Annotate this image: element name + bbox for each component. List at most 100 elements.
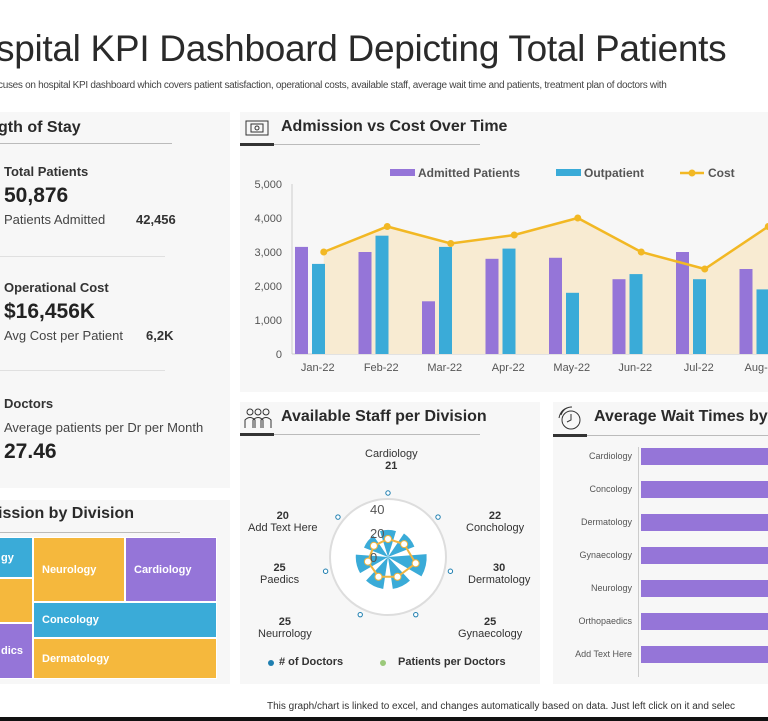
legend-patients: Patients per Doctors — [398, 656, 506, 668]
y-tick-label: 1,000 — [254, 315, 282, 327]
radar-patients-point[interactable] — [363, 557, 372, 566]
wait-category-label: Neurology — [590, 583, 632, 593]
bar-admitted[interactable] — [676, 252, 689, 354]
treemap-cell-neurology[interactable]: Neurology — [33, 537, 125, 602]
x-tick-label: Jan-22 — [301, 362, 335, 374]
treemap-cell[interactable]: dics — [0, 623, 33, 679]
bar-admitted[interactable] — [295, 246, 308, 354]
radar-category-name: Neurrology — [258, 628, 312, 640]
radar-tick-label: 40 — [370, 502, 384, 517]
bar-admitted[interactable] — [549, 257, 562, 354]
bar-outpatient[interactable] — [566, 292, 579, 354]
y-tick-label: 3,000 — [254, 247, 282, 259]
radar-axis-marker — [413, 611, 419, 618]
wait-bar[interactable] — [641, 613, 768, 630]
radar-category-value: 22 — [488, 510, 502, 522]
radar-axis-marker — [435, 514, 441, 520]
radar-axis-marker — [335, 514, 341, 520]
radar-category-name: Gynaecology — [458, 628, 523, 640]
legend-label: Admitted Patients — [418, 166, 520, 180]
cost-point[interactable] — [701, 265, 709, 273]
radar-axis-marker — [447, 568, 454, 574]
patients-admitted-value: 42,456 — [136, 212, 176, 227]
bar-outpatient[interactable] — [312, 263, 325, 354]
treemap-cell-cardiology[interactable]: Cardiology — [125, 537, 217, 602]
bar-outpatient[interactable] — [439, 246, 452, 354]
x-tick-label: Feb-22 — [364, 362, 399, 374]
bar-admitted[interactable] — [612, 279, 626, 354]
x-tick-label: Mar-22 — [427, 362, 462, 374]
bar-outpatient[interactable] — [629, 274, 643, 354]
radar-category-name: Add Text Here — [248, 522, 318, 534]
wait-panel: Average Wait Times by Cardiology Concolog… — [553, 402, 768, 684]
operational-cost-label: Operational Cost — [4, 280, 109, 295]
page-title: spital KPI Dashboard Depicting Total Pat… — [0, 28, 727, 69]
radar-category-name: Cardiology — [365, 448, 418, 460]
radar-category-label: 20 Add Text Here — [248, 510, 318, 534]
staff-panel: Available Staff per Division 0 20 40 Cardi… — [240, 402, 540, 684]
cost-point[interactable] — [510, 231, 518, 239]
radar-patients-point[interactable] — [393, 572, 402, 581]
radar-patients-point[interactable] — [400, 540, 409, 549]
page-subtitle: cuses on hospital KPI dashboard which co… — [0, 80, 667, 91]
wait-bar[interactable] — [641, 580, 768, 597]
radar-category-value: 20 — [276, 510, 289, 522]
radar-category-value: 30 — [493, 562, 506, 574]
radar-axis-marker — [385, 490, 391, 496]
wait-category-label: Add Text Here — [575, 649, 632, 659]
radar-patients-point[interactable] — [384, 534, 392, 543]
wait-bar[interactable] — [641, 547, 768, 564]
bar-outpatient[interactable] — [756, 289, 768, 354]
people-icon — [244, 408, 272, 428]
cost-point[interactable] — [447, 240, 455, 247]
bar-admitted[interactable] — [485, 258, 499, 354]
wait-bar[interactable] — [641, 514, 768, 531]
treemap-cell[interactable]: gy — [0, 537, 33, 578]
radar-patients-point[interactable] — [411, 559, 420, 568]
bar-outpatient[interactable] — [693, 279, 706, 354]
avg-cost-label: Avg Cost per Patient — [4, 328, 123, 343]
wait-bar[interactable] — [641, 481, 768, 498]
radar-category-label: 30 Dermatology — [468, 562, 530, 586]
avg-cost-value: 6,2K — [146, 328, 174, 343]
radar-axis-marker — [322, 568, 329, 574]
treemap-title: ission by Division — [0, 505, 135, 522]
radar-tick-label: 0 — [370, 550, 377, 565]
kpi-panel: gth of Stay Total Patients 50,876 Patien… — [0, 112, 230, 488]
cost-point[interactable] — [383, 223, 391, 230]
radar-patients-point[interactable] — [374, 572, 383, 581]
radar-category-value: 25 — [273, 562, 286, 574]
wait-bar[interactable] — [641, 646, 768, 663]
radar-doctors-sector[interactable] — [388, 557, 410, 589]
bar-admitted[interactable] — [422, 301, 435, 354]
clock-icon — [558, 406, 581, 430]
legend-marker — [688, 169, 696, 177]
wait-bar[interactable] — [641, 448, 768, 465]
radar-category-label: 25 Neurrology — [258, 616, 312, 640]
doctors-label: Doctors — [4, 396, 54, 411]
bar-outpatient[interactable] — [375, 235, 389, 354]
cost-point[interactable] — [637, 248, 645, 256]
cost-point[interactable] — [764, 223, 768, 230]
legend-marker — [556, 169, 581, 176]
radar-patients-point[interactable] — [369, 541, 378, 550]
bar-admitted[interactable] — [358, 252, 372, 354]
admission-chart: 0 1,000 2,000 3,000 4,000 5,000 Jan-22 Feb-22 Ma… — [254, 166, 768, 374]
treemap-cell-dermatology[interactable]: Dermatology — [33, 638, 217, 679]
bar-admitted[interactable] — [739, 269, 753, 354]
bottom-rule — [0, 717, 768, 721]
y-tick-label: 0 — [276, 349, 282, 361]
radar-axis-marker — [357, 611, 363, 618]
wait-category-label: Orthopaedics — [578, 616, 632, 626]
y-tick-label: 4,000 — [254, 213, 282, 225]
treemap-cell[interactable] — [0, 578, 33, 623]
y-tick-label: 5,000 — [254, 179, 282, 191]
x-tick-label: Aug-22 — [745, 362, 768, 374]
bar-outpatient[interactable] — [502, 248, 516, 354]
cost-point[interactable] — [320, 248, 328, 256]
operational-cost-value: $16,456K — [4, 300, 96, 323]
radar-doctors-sector[interactable] — [355, 554, 388, 574]
treemap-cell-concology[interactable]: Concology — [33, 602, 217, 638]
cost-point[interactable] — [574, 214, 582, 222]
radar-doctors-sector[interactable] — [380, 529, 396, 557]
